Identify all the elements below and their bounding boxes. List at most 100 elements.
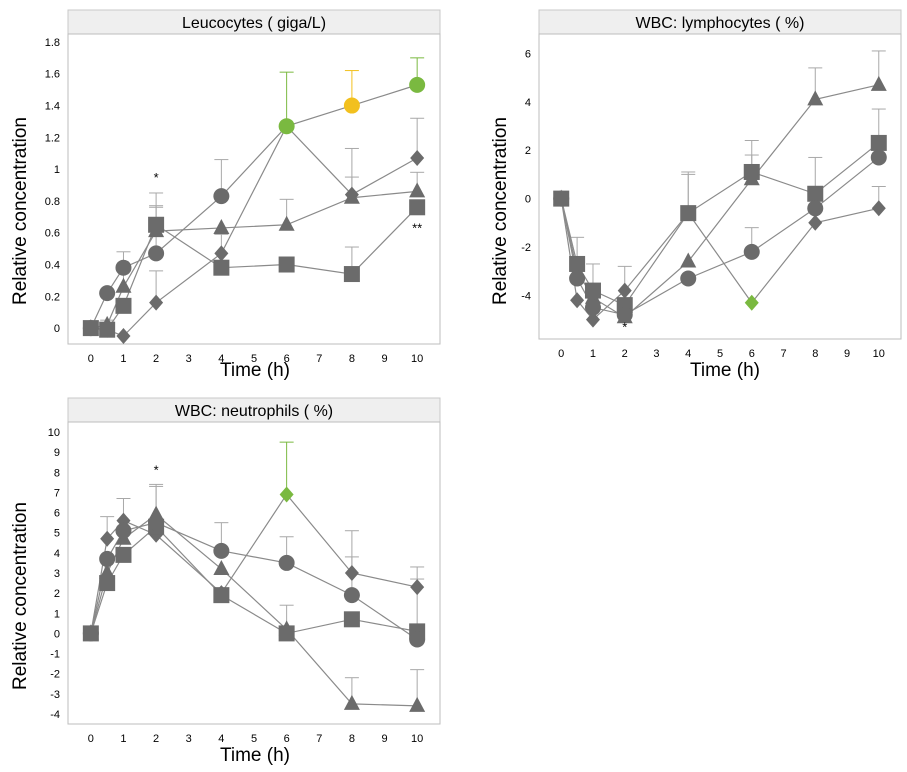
neutrophils-chart: WBC: neutrophils ( %) -4 -3 -2 -1 0 1 2 3 4 5 6 7 8 9 1…: [48, 397, 441, 745]
data-point-circle: [616, 306, 633, 323]
y-tick-label: -2: [50, 669, 60, 681]
data-point-triangle: [870, 75, 887, 91]
x-axis-label: Time (h): [219, 745, 291, 766]
data-point-square: [870, 134, 887, 151]
data-point-triangle: [343, 694, 360, 710]
data-point-triangle: [409, 696, 426, 712]
data-point-diamond: [279, 486, 294, 503]
plot-frame: [67, 33, 441, 345]
x-tick-label: 4: [218, 353, 224, 365]
x-tick-label: 7: [316, 733, 322, 745]
y-axis-label: Relative concentration: [490, 117, 511, 305]
y-tick-label: 6: [525, 48, 531, 60]
series-line-diamond: [90, 493, 418, 634]
x-tick-label: 7: [780, 348, 786, 360]
y-tick-label: 1.2: [45, 132, 60, 144]
plot-frame: [67, 421, 441, 725]
y-tick-label: 7: [54, 487, 60, 499]
data-point-diamond: [116, 328, 131, 345]
y-tick-label: 6: [54, 508, 60, 520]
data-point-diamond: [570, 292, 585, 309]
x-tick-label: 6: [284, 353, 290, 365]
x-tick-label: 2: [153, 733, 159, 745]
y-tick-label: 1.4: [45, 101, 60, 113]
y-tick-label: 1.8: [45, 37, 60, 49]
x-tick-label: 0: [88, 733, 94, 745]
y-tick-label: 1.6: [45, 69, 60, 81]
x-tick-label: 8: [349, 733, 355, 745]
x-tick-label: 6: [284, 733, 290, 745]
chart-panel-leucocytes: Leucocytes ( giga/L) 0 0.2 0.4 0.6 0.8 1 1.2 1.4…: [0, 0, 460, 390]
data-point-diamond: [344, 565, 359, 581]
data-point-triangle: [680, 252, 697, 268]
data-point-triangle: [409, 182, 426, 198]
data-point-square: [115, 297, 132, 314]
title-strip: [67, 397, 441, 423]
y-tick-label: 10: [48, 427, 60, 439]
series-line-square: [90, 206, 418, 331]
significance-annotation: *: [622, 320, 627, 335]
data-point-triangle: [115, 277, 132, 293]
data-point-triangle: [807, 90, 824, 106]
significance-annotation: **: [412, 221, 422, 236]
data-point-diamond: [149, 294, 164, 311]
y-tick-label: 0.6: [45, 228, 60, 240]
data-point-diamond: [410, 579, 425, 596]
leucocytes-chart: Leucocytes ( giga/L) 0 0.2 0.4 0.6 0.8 1 1.2 1.4…: [45, 9, 441, 365]
data-point-diamond: [585, 311, 600, 328]
y-tick-label: 2: [54, 588, 60, 600]
x-tick-label: 10: [873, 348, 885, 360]
data-point-circle: [213, 542, 230, 559]
x-tick-label: 9: [381, 353, 387, 365]
x-tick-label: 0: [88, 353, 94, 365]
x-tick-label: 3: [653, 348, 659, 360]
data-point-square: [213, 587, 230, 604]
data-point-circle: [343, 97, 360, 114]
data-point-square: [343, 611, 360, 628]
data-point-square: [115, 546, 132, 563]
chart-title: Leucocytes ( giga/L): [182, 15, 326, 32]
x-tick-label: 1: [120, 353, 126, 365]
series-line-triangle: [90, 513, 418, 707]
y-axis-label: Relative concentration: [10, 502, 31, 690]
data-point-circle: [743, 243, 760, 260]
data-point-triangle: [213, 218, 230, 234]
x-tick-label: 4: [685, 348, 691, 360]
chart-title: WBC: neutrophils ( %): [175, 403, 333, 420]
data-point-circle: [213, 188, 230, 205]
series-line-square: [90, 525, 418, 635]
title-strip: [67, 9, 441, 35]
x-tick-label: 1: [120, 733, 126, 745]
x-tick-label: 1: [590, 348, 596, 360]
data-point-circle: [409, 76, 426, 93]
y-tick-label: 4: [54, 548, 60, 560]
y-tick-label: 0.8: [45, 196, 60, 208]
data-point-circle: [870, 149, 887, 166]
series-line-triangle: [90, 190, 418, 329]
data-point-circle: [680, 270, 697, 287]
data-point-triangle: [278, 215, 295, 231]
data-point-diamond: [871, 200, 886, 217]
x-tick-label: 5: [717, 348, 723, 360]
data-point-triangle: [343, 188, 360, 204]
data-point-circle: [115, 522, 132, 539]
data-point-square: [99, 321, 116, 338]
data-point-square: [213, 259, 230, 276]
data-point-circle: [409, 631, 426, 648]
y-tick-label: 9: [54, 447, 60, 459]
y-tick-label: 0.2: [45, 291, 60, 303]
data-point-circle: [584, 299, 601, 316]
x-tick-label: 8: [812, 348, 818, 360]
data-point-circle: [82, 320, 99, 337]
y-tick-label: -4: [521, 290, 531, 302]
y-tick-label: 0: [54, 628, 60, 640]
data-point-circle: [99, 285, 116, 302]
data-point-diamond: [214, 245, 229, 262]
x-tick-label: 3: [186, 733, 192, 745]
data-point-diamond: [410, 150, 425, 166]
data-point-diamond: [617, 282, 632, 299]
y-tick-label: 0: [54, 323, 60, 335]
data-point-square: [278, 625, 295, 642]
x-tick-label: 8: [349, 353, 355, 365]
y-tick-label: 1: [54, 164, 60, 176]
